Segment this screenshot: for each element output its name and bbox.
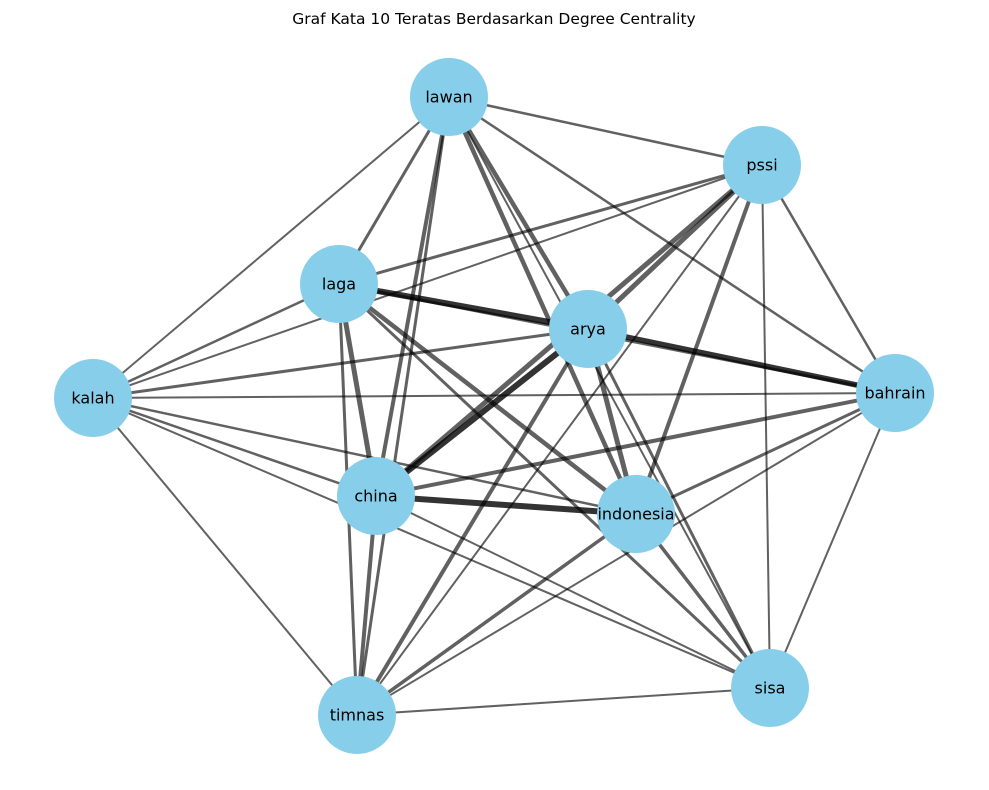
edge-pssi-sisa — [761, 164, 771, 689]
node-label-indonesia: indonesia — [597, 505, 674, 524]
node-circle-kalah — [54, 359, 132, 437]
edge-laga-sisa — [337, 282, 772, 690]
edge-arya-bahrain — [587, 326, 896, 396]
edge-china-sisa — [375, 495, 771, 689]
edge-lawan-pssi — [448, 95, 763, 167]
edge-pssi-indonesia — [634, 164, 764, 515]
node-label-laga: laga — [322, 275, 356, 294]
node-timnas: timnas — [318, 676, 396, 754]
edge-bahrain-china — [375, 391, 896, 498]
edge-laga-indonesia — [337, 282, 638, 516]
edge-laga-kalah — [92, 282, 340, 400]
edge-indonesia-timnas — [355, 512, 638, 717]
node-label-pssi: pssi — [746, 156, 777, 175]
edge-pssi-laga — [338, 163, 763, 286]
edge-lawan-kalah — [92, 96, 450, 399]
node-lawan: lawan — [410, 58, 488, 136]
nodes-layer: lawan pssi laga arya kalah bahrain china indone… — [54, 58, 934, 754]
edge-kalah-bahrain — [92, 392, 896, 399]
node-label-timnas: timnas — [330, 706, 385, 725]
edge-kalah-indonesia — [92, 396, 637, 516]
edge-bahrain-timnas — [356, 392, 896, 716]
node-circle-arya — [549, 290, 627, 368]
node-circle-bahrain — [856, 354, 934, 432]
edge-arya-china — [374, 326, 590, 499]
edge-pssi-kalah — [92, 164, 763, 399]
edge-kalah-china — [92, 396, 377, 498]
edge-arya-kalah — [92, 327, 589, 400]
node-china: china — [337, 457, 415, 535]
node-arya: arya — [549, 290, 627, 368]
node-label-arya: arya — [570, 320, 606, 339]
edge-lawan-indonesia — [446, 96, 639, 515]
node-circle-pssi — [723, 126, 801, 204]
edge-arya-sisa — [586, 328, 772, 689]
edge-lawan-sisa — [448, 96, 771, 689]
edge-lawan-timnas — [355, 96, 451, 716]
edge-china-indonesia — [375, 493, 637, 517]
node-indonesia: indonesia — [597, 475, 675, 553]
node-label-sisa: sisa — [755, 679, 786, 698]
edge-pssi-timnas — [356, 164, 763, 716]
edge-kalah-timnas — [92, 397, 358, 716]
node-circle-china — [337, 457, 415, 535]
node-label-bahrain: bahrain — [864, 384, 925, 403]
node-label-lawan: lawan — [425, 88, 472, 107]
edge-arya-timnas — [355, 327, 590, 717]
node-sisa: sisa — [731, 649, 809, 727]
edge-sisa-timnas — [356, 687, 771, 716]
node-laga: laga — [300, 245, 378, 323]
edge-pssi-bahrain — [760, 164, 897, 394]
node-circle-sisa — [731, 649, 809, 727]
node-pssi: pssi — [723, 126, 801, 204]
node-circle-timnas — [318, 676, 396, 754]
edge-lawan-arya — [447, 95, 590, 331]
node-label-china: china — [354, 487, 397, 506]
edge-kalah-sisa — [92, 397, 771, 689]
edge-bahrain-sisa — [769, 392, 896, 689]
node-circle-laga — [300, 245, 378, 323]
edge-bahrain-indonesia — [635, 391, 896, 516]
node-label-kalah: kalah — [71, 389, 114, 408]
node-kalah: kalah — [54, 359, 132, 437]
graph-title: Graf Kata 10 Teratas Berdasarkan Degree … — [292, 10, 695, 28]
node-circle-lawan — [410, 58, 488, 136]
node-circle-indonesia — [597, 475, 675, 553]
node-bahrain: bahrain — [856, 354, 934, 432]
